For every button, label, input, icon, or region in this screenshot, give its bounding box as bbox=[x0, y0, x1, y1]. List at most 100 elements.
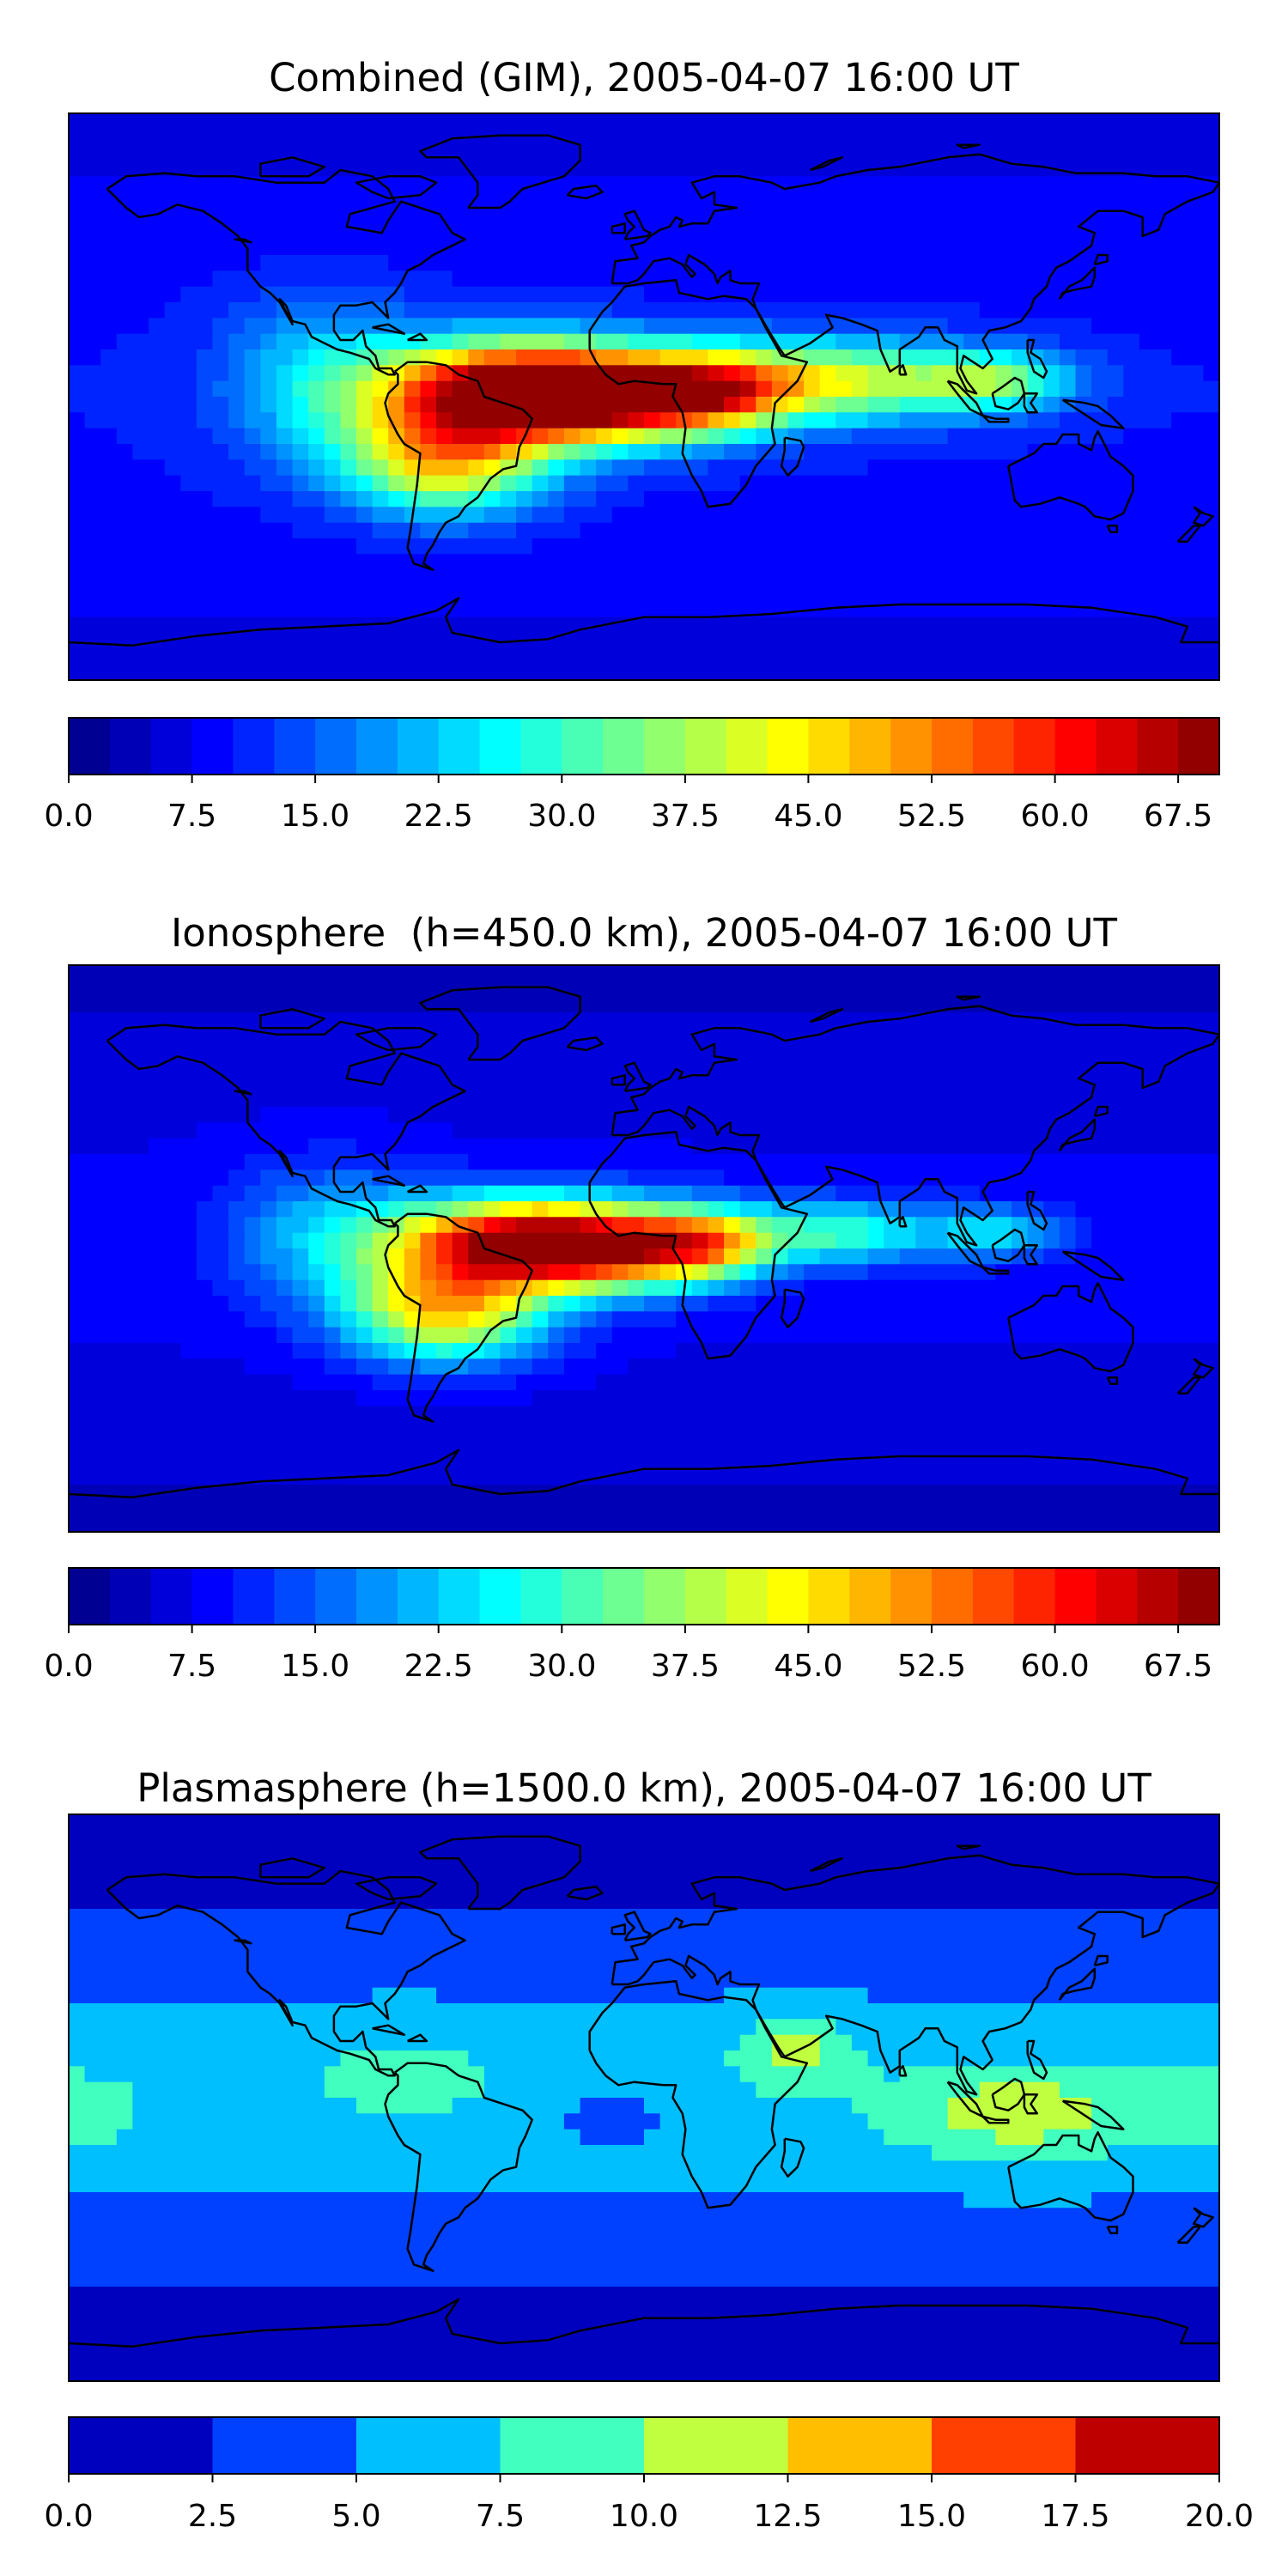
field-cell bbox=[420, 333, 453, 350]
field-cell bbox=[292, 1374, 374, 1391]
field-cell bbox=[388, 444, 405, 461]
colorbar: 0.0 7.5 15.0 22.5 30.0 37.5 45.0 52.5 60.0 67.5 bbox=[44, 717, 1220, 834]
field-cell bbox=[771, 1201, 869, 1218]
field-cell bbox=[260, 349, 294, 367]
field-cell bbox=[84, 412, 197, 429]
field-cell bbox=[69, 2081, 134, 2099]
field-cell bbox=[436, 1343, 453, 1360]
field-cell bbox=[420, 428, 437, 445]
field-cell bbox=[899, 2066, 1219, 2083]
field-cell bbox=[563, 1296, 581, 1313]
colorbar-segment bbox=[397, 718, 440, 775]
coastline bbox=[259, 1857, 326, 1879]
field-cell bbox=[436, 412, 453, 429]
field-cell bbox=[356, 1311, 374, 1328]
field-cell bbox=[676, 1311, 1219, 1328]
field-cell bbox=[340, 412, 357, 429]
field-cell bbox=[1043, 2129, 1219, 2146]
field-cell bbox=[500, 1358, 533, 1376]
field-cell bbox=[1043, 1232, 1060, 1249]
field-cell bbox=[372, 349, 389, 367]
field-cell bbox=[899, 1249, 1012, 1266]
field-cell bbox=[276, 1279, 294, 1297]
coastline bbox=[611, 222, 626, 234]
field-cell bbox=[372, 1987, 437, 2004]
field-cell bbox=[69, 1485, 1219, 1502]
field-cell bbox=[69, 302, 166, 319]
field-cell bbox=[611, 1327, 1219, 1344]
colorbar-segment bbox=[726, 718, 769, 775]
field-cell bbox=[356, 491, 374, 508]
colorbar-segment bbox=[932, 1568, 974, 1625]
field-cell bbox=[756, 1279, 773, 1297]
field-cell bbox=[404, 491, 422, 508]
field-cell bbox=[580, 1264, 597, 1281]
field-cell bbox=[563, 1279, 581, 1297]
colorbar-segment bbox=[767, 1568, 810, 1625]
field-cell bbox=[611, 1217, 645, 1234]
field-cell bbox=[787, 1232, 837, 1249]
field-cell bbox=[452, 1217, 470, 1234]
field-cell bbox=[804, 397, 821, 414]
field-cell bbox=[867, 1987, 1219, 2004]
field-cell bbox=[659, 1201, 693, 1218]
field-cell bbox=[452, 380, 741, 398]
field-cell bbox=[724, 365, 741, 382]
field-cell bbox=[580, 459, 597, 477]
field-cell bbox=[308, 365, 325, 382]
field-cell bbox=[276, 365, 294, 382]
field-cell bbox=[69, 1185, 214, 1202]
field-cell bbox=[452, 428, 501, 445]
field-cell bbox=[388, 1358, 422, 1376]
field-cell bbox=[212, 428, 246, 445]
field-cell bbox=[644, 318, 773, 335]
field-cell bbox=[979, 302, 1219, 319]
field-cell bbox=[676, 1296, 709, 1313]
field-cell bbox=[420, 444, 437, 461]
field-cell bbox=[771, 365, 789, 382]
field-cell bbox=[708, 1249, 725, 1266]
field-cell bbox=[244, 380, 262, 398]
field-cell bbox=[420, 1217, 437, 1234]
field-cell bbox=[69, 1296, 229, 1313]
field-cell bbox=[420, 522, 469, 539]
field-cell bbox=[356, 1296, 374, 1313]
field-cell bbox=[563, 1327, 581, 1344]
field-cell bbox=[452, 1264, 470, 1281]
field-cell bbox=[548, 1327, 565, 1344]
field-cell bbox=[149, 1138, 309, 1155]
field-cell bbox=[340, 1264, 357, 1281]
field-cell bbox=[867, 380, 997, 398]
field-cell bbox=[979, 2081, 1060, 2099]
field-cell bbox=[324, 1343, 342, 1360]
field-cell bbox=[1091, 1232, 1219, 1249]
field-cell bbox=[356, 1249, 374, 1266]
field-cell bbox=[659, 2113, 869, 2130]
field-cell bbox=[500, 1279, 517, 1297]
field-cell bbox=[563, 1358, 629, 1376]
field-cell bbox=[516, 507, 533, 524]
field-cell bbox=[1075, 349, 1109, 367]
field-cell bbox=[516, 475, 533, 492]
field-cell bbox=[69, 1091, 1219, 1108]
field-cell bbox=[388, 255, 1219, 272]
field-cell bbox=[69, 2255, 1219, 2272]
field-cell bbox=[244, 349, 262, 367]
field-cell bbox=[1123, 428, 1219, 445]
field-cell bbox=[804, 1264, 869, 1281]
field-cell bbox=[69, 239, 1219, 256]
field-cell bbox=[596, 428, 613, 445]
map-plot: 0.0 2.5 5.0 7.5 10.0 12.5 15.0 17.5 20.0 bbox=[44, 1814, 1254, 2534]
field-cell bbox=[292, 1296, 309, 1313]
field-cell bbox=[1059, 2081, 1219, 2099]
colorbar-tick-label: 67.5 bbox=[1144, 1649, 1212, 1684]
field-cell bbox=[1043, 1201, 1077, 1218]
field-cell bbox=[979, 349, 1012, 367]
field-cell bbox=[867, 459, 1219, 477]
field-cell bbox=[69, 2176, 1219, 2193]
field-cell bbox=[69, 1249, 197, 1266]
field-cell bbox=[611, 507, 1219, 524]
field-cell bbox=[596, 333, 629, 350]
colorbar-segment bbox=[767, 718, 810, 775]
field-cell bbox=[644, 2129, 884, 2146]
